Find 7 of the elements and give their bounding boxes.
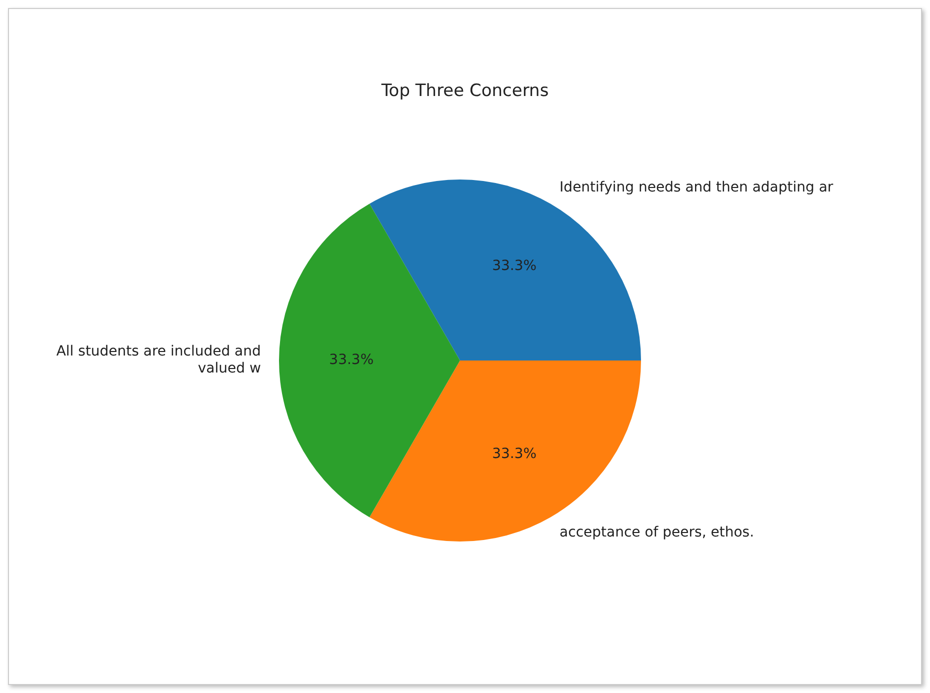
chart-title: Top Three Concerns: [380, 81, 550, 101]
data-label: 33.3%: [329, 352, 374, 368]
data-label: 33.3%: [492, 258, 537, 274]
slice-label: acceptance of peers, ethos.: [560, 524, 754, 541]
slice-label: Identifying needs and then adapting ar: [560, 180, 834, 196]
data-label: 33.3%: [492, 446, 537, 462]
slice-label: All students are included and valued w: [56, 344, 261, 377]
